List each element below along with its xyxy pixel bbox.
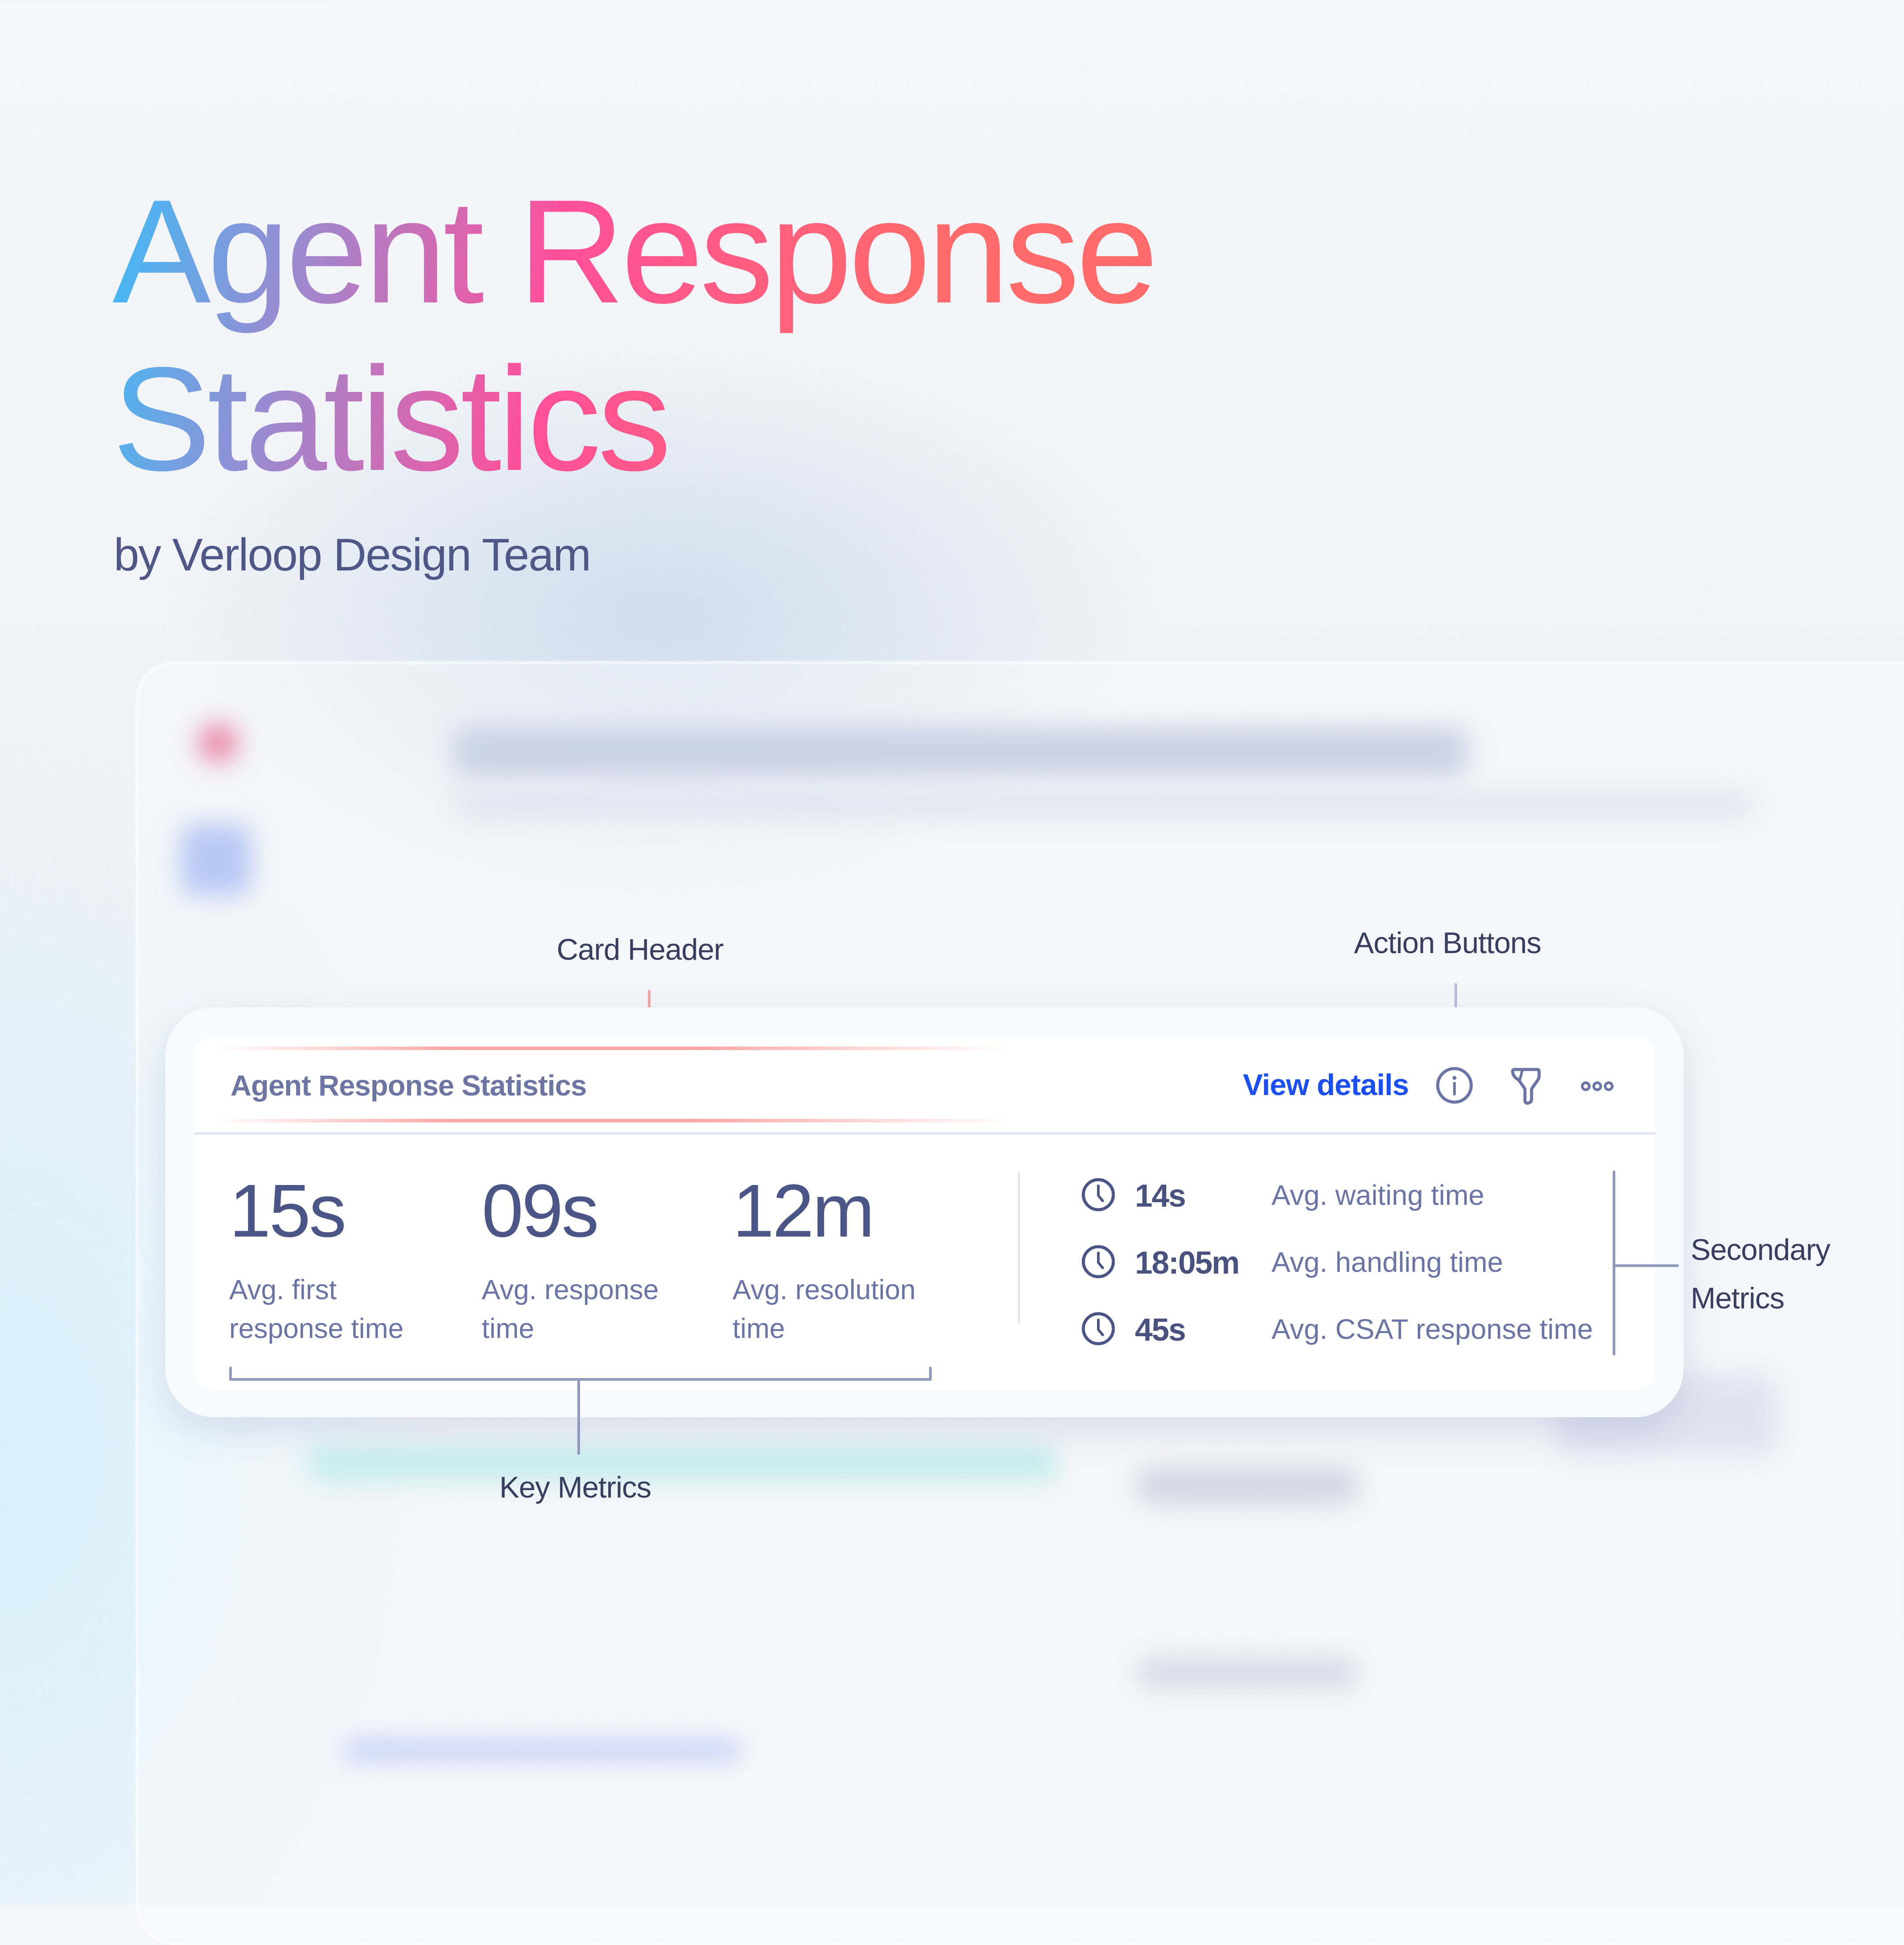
- key-metrics-bracket: [229, 1378, 932, 1381]
- key-metrics-bracket-left: [229, 1367, 232, 1380]
- secondary-metrics-bracket: [1613, 1170, 1615, 1356]
- key-metric-value: 15s: [229, 1169, 346, 1253]
- key-metric-label: Avg. resolution time: [733, 1274, 916, 1344]
- annotation-secondary-line1: Secondary: [1691, 1233, 1830, 1267]
- view-details-link[interactable]: View details: [1243, 1068, 1409, 1102]
- filter-button[interactable]: [1504, 1063, 1548, 1107]
- backdrop-card-1: [309, 1446, 1058, 1481]
- annotation-line-action-buttons: [1454, 983, 1457, 1021]
- key-metric-label: Avg. first response time: [229, 1274, 404, 1344]
- key-metric-value: 09s: [482, 1169, 599, 1253]
- secondary-metric-label: Avg. handling time: [1272, 1246, 1503, 1278]
- key-metric-resolution: 12m Avg. resolution time: [733, 1174, 940, 1348]
- clock-icon: [1082, 1312, 1115, 1345]
- backdrop-card-2: [344, 1741, 740, 1759]
- info-button[interactable]: [1432, 1063, 1476, 1107]
- info-icon: [1436, 1067, 1473, 1104]
- hero-title: Agent Response Statistics: [112, 168, 1155, 503]
- more-options-icon: [1581, 1081, 1614, 1091]
- more-options-button[interactable]: [1575, 1063, 1619, 1107]
- annotation-line-secondary-metrics: [1613, 1264, 1679, 1267]
- agent-response-statistics-card: Agent Response Statistics View details: [194, 1037, 1655, 1390]
- backdrop-heading: [454, 727, 1468, 776]
- backdrop-subheading: [454, 794, 1754, 816]
- card-title: Agent Response Statistics: [231, 1069, 587, 1102]
- backdrop-card-4: [1137, 1658, 1357, 1688]
- annotation-key-metrics: Key Metrics: [499, 1471, 651, 1504]
- header-accent-top: [216, 1047, 1009, 1050]
- filter-icon: [1511, 1068, 1541, 1105]
- annotation-secondary-metrics: Secondary Metrics: [1691, 1226, 1830, 1323]
- key-metric-first-response: 15s Avg. first response time: [229, 1174, 423, 1348]
- hero-subtitle: by Verloop Design Team: [114, 529, 591, 581]
- key-metric-value: 12m: [733, 1169, 875, 1253]
- clock-icon: [1082, 1178, 1115, 1211]
- key-metrics-bracket-right: [929, 1367, 932, 1380]
- secondary-metric-label: Avg. CSAT response time: [1272, 1313, 1593, 1345]
- card-header: Agent Response Statistics View details: [194, 1037, 1655, 1135]
- backdrop-card-3: [1137, 1468, 1357, 1503]
- secondary-metric-value: 14s: [1135, 1178, 1186, 1214]
- hero-title-line2: Statistics: [112, 336, 668, 501]
- hero-title-line1: Agent Response: [112, 169, 1155, 334]
- metrics-divider: [1018, 1171, 1020, 1323]
- secondary-metric-label: Avg. waiting time: [1272, 1179, 1484, 1211]
- key-metric-label: Avg. response time: [482, 1274, 659, 1344]
- annotation-card-header: Card Header: [557, 933, 724, 966]
- annotation-secondary-line2: Metrics: [1691, 1282, 1785, 1315]
- secondary-metric-value: 18:05m: [1135, 1245, 1240, 1281]
- secondary-metric-value: 45s: [1135, 1312, 1186, 1348]
- annotation-line-key-metrics: [577, 1380, 580, 1455]
- backdrop-nav-active: [181, 824, 251, 895]
- header-accent-bottom: [216, 1119, 1009, 1122]
- clock-icon: [1082, 1245, 1115, 1278]
- key-metric-response: 09s Avg. response time: [482, 1174, 684, 1348]
- backdrop-logo: [198, 723, 238, 763]
- annotation-action-buttons: Action Buttons: [1354, 926, 1541, 960]
